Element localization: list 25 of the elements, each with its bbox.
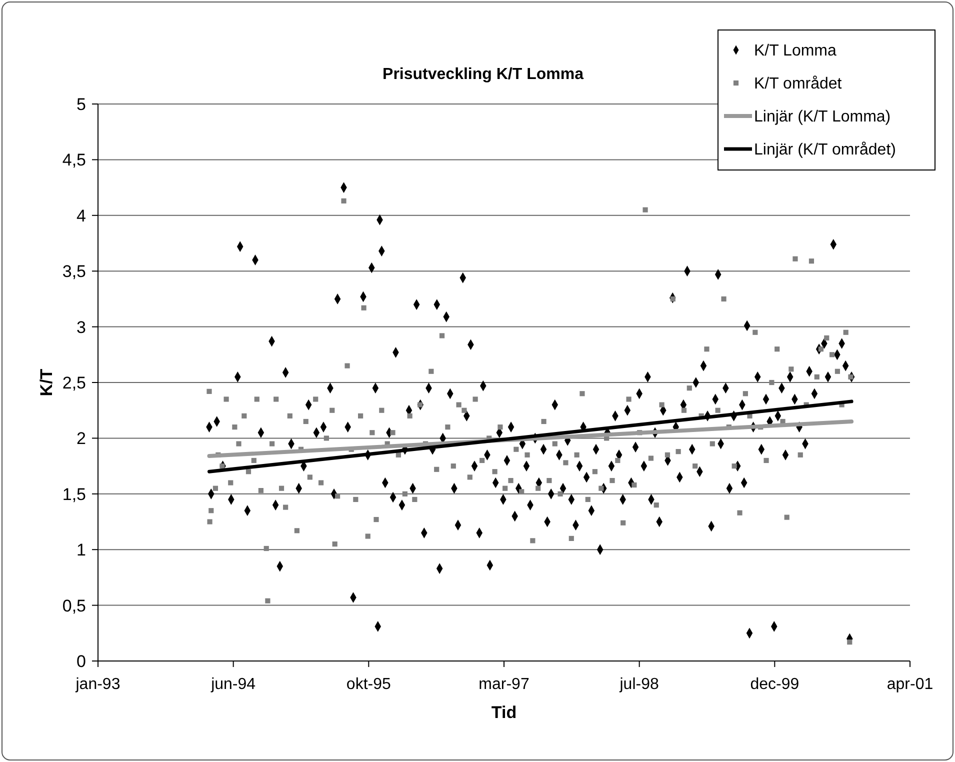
- y-axis-title: K/T: [37, 368, 56, 396]
- y-tick-label: 2,5: [62, 373, 86, 392]
- y-tick-label: 5: [76, 94, 86, 114]
- x-tick-label: jan-93: [74, 676, 120, 693]
- chart-title: Prisutveckling K/T Lomma: [382, 66, 584, 83]
- legend-label: K/T området: [754, 76, 842, 93]
- y-tick-label: 3: [76, 318, 86, 337]
- legend-label: K/T Lomma: [754, 42, 836, 60]
- x-axis-title: Tid: [491, 703, 517, 722]
- y-tick-label: 4,5: [62, 150, 86, 170]
- y-tick-label: 0,5: [62, 596, 86, 616]
- x-tick-label: dec-99: [750, 676, 800, 693]
- x-tick-label: jun-94: [210, 676, 256, 693]
- legend-label: Linjär (K/T området): [754, 142, 896, 159]
- x-tick-label: okt-95: [346, 676, 392, 693]
- y-tick-label: 3,5: [62, 262, 86, 282]
- y-tick-label: 4: [76, 206, 86, 226]
- x-tick-label: apr-01: [886, 676, 934, 693]
- legend-label: Linjär (K/T Lomma): [754, 108, 891, 126]
- x-tick-label: jul-98: [618, 676, 659, 693]
- y-tick-label: 2: [76, 429, 86, 448]
- x-tick-label: mar-97: [478, 676, 530, 693]
- y-tick-label: 1,5: [62, 484, 86, 504]
- y-tick-label: 1: [76, 540, 86, 560]
- y-tick-label: 0: [76, 652, 86, 671]
